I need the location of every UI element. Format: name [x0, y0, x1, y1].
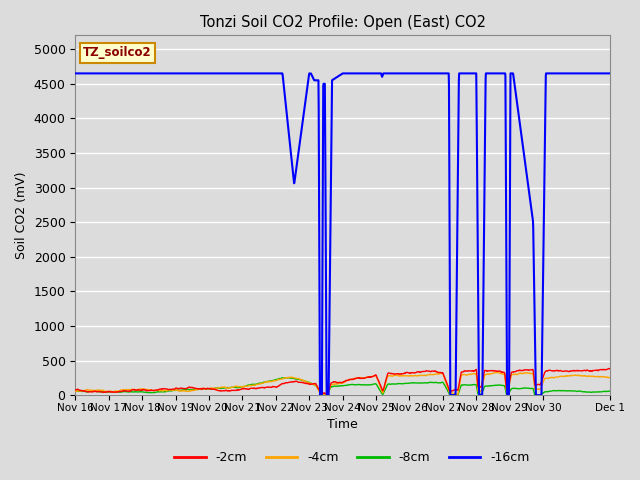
X-axis label: Time: Time	[327, 419, 358, 432]
Text: TZ_soilco2: TZ_soilco2	[83, 46, 152, 59]
Y-axis label: Soil CO2 (mV): Soil CO2 (mV)	[15, 171, 28, 259]
Title: Tonzi Soil CO2 Profile: Open (East) CO2: Tonzi Soil CO2 Profile: Open (East) CO2	[200, 15, 486, 30]
Legend: -2cm, -4cm, -8cm, -16cm: -2cm, -4cm, -8cm, -16cm	[170, 446, 534, 469]
